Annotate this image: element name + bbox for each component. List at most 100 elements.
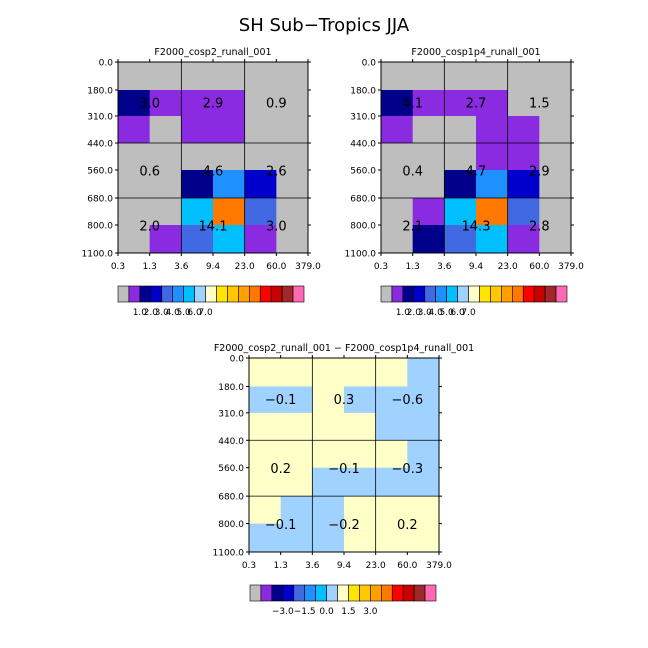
heatmap-cell bbox=[213, 225, 246, 254]
block-value-label: −0.6 bbox=[392, 393, 424, 408]
heatmap-cell bbox=[280, 467, 313, 497]
heatmap-cell bbox=[476, 62, 509, 91]
block-value-label: −0.2 bbox=[328, 518, 360, 533]
heatmap-cell bbox=[344, 358, 377, 387]
y-tick-label: 1100.0 bbox=[82, 250, 114, 260]
heatmap-cell bbox=[280, 358, 313, 387]
y-tick-label: 310.0 bbox=[87, 113, 113, 123]
block-value-label: 2.0 bbox=[139, 220, 160, 235]
heatmap-cell bbox=[249, 440, 282, 469]
heatmap-cell bbox=[249, 358, 282, 387]
heatmap-cell bbox=[344, 440, 377, 469]
x-tick-label: 9.4 bbox=[469, 262, 484, 272]
colorbar-swatch bbox=[522, 285, 535, 303]
x-tick-label: 0.3 bbox=[374, 262, 388, 272]
block-value-label: 14.1 bbox=[199, 220, 228, 235]
heatmap-cell bbox=[539, 198, 572, 226]
heatmap-cell bbox=[375, 467, 408, 497]
heatmap-cell bbox=[244, 143, 277, 171]
heatmap-cell bbox=[280, 386, 313, 414]
block-value-label: 0.3 bbox=[334, 393, 355, 408]
colorbar-swatch bbox=[348, 584, 360, 602]
colorbar-swatch bbox=[337, 584, 349, 602]
y-tick-label: 0.0 bbox=[362, 59, 377, 69]
heatmap-cell bbox=[344, 412, 377, 441]
block-value-label: 0.2 bbox=[397, 518, 418, 533]
colorbar-swatch bbox=[271, 584, 284, 602]
heatmap-cell bbox=[280, 523, 313, 553]
block-value-label: 2.1 bbox=[402, 220, 423, 235]
heatmap-cell bbox=[507, 62, 540, 91]
heatmap-cell bbox=[244, 170, 277, 199]
heatmap-cell bbox=[149, 225, 182, 254]
x-tick-label: 60.0 bbox=[397, 561, 417, 571]
block-value-label: 0.9 bbox=[266, 97, 287, 112]
y-tick-label: 310.0 bbox=[350, 113, 376, 123]
colorbar-swatch bbox=[402, 584, 415, 602]
heatmap-cell bbox=[507, 143, 540, 171]
colorbar-label: 7.0 bbox=[461, 308, 476, 318]
heatmap-cell bbox=[412, 116, 445, 144]
colorbar-swatch bbox=[424, 584, 437, 602]
heatmap-cell bbox=[118, 116, 151, 144]
heatmap-cell bbox=[312, 358, 345, 387]
block-value-label: 4.7 bbox=[466, 165, 487, 180]
colorbar-label: 4.0 bbox=[166, 308, 181, 318]
colorbar-swatch bbox=[380, 584, 393, 602]
colorbar-label: 1.0 bbox=[396, 308, 411, 318]
heatmap-cell bbox=[244, 225, 277, 254]
heatmap-cell bbox=[244, 90, 277, 117]
heatmap-cell bbox=[412, 62, 445, 91]
y-tick-label: 680.0 bbox=[218, 493, 244, 503]
heatmap-cell bbox=[118, 170, 151, 199]
heatmap-cell bbox=[476, 170, 509, 199]
heatmap-cell bbox=[213, 143, 246, 171]
heatmap-cell bbox=[375, 358, 408, 387]
colorbar-swatch bbox=[359, 584, 371, 602]
heatmap-cell bbox=[276, 143, 309, 171]
heatmap-cell bbox=[149, 198, 182, 226]
heatmap-cell bbox=[539, 90, 572, 117]
heatmap-cell bbox=[312, 386, 345, 414]
heatmap-cell bbox=[280, 412, 313, 441]
heatmap-cell bbox=[412, 198, 445, 226]
heatmap-cell bbox=[149, 170, 182, 199]
heatmap-cell bbox=[149, 143, 182, 171]
colorbar-swatch bbox=[150, 285, 163, 303]
heatmap-cell bbox=[344, 467, 377, 497]
x-tick-label: 0.3 bbox=[111, 262, 125, 272]
heatmap-cell bbox=[412, 143, 445, 171]
heatmap-cell bbox=[181, 116, 214, 144]
block-value-label: 3.0 bbox=[266, 220, 287, 235]
colorbar-label: 3.0 bbox=[418, 308, 433, 318]
heatmap-cell bbox=[539, 62, 572, 91]
heatmap-cell bbox=[412, 90, 445, 117]
heatmap-cell bbox=[375, 523, 408, 553]
heatmap-cell bbox=[276, 198, 309, 226]
heatmap-cell bbox=[244, 62, 277, 91]
block-value-label: 2.9 bbox=[203, 97, 224, 112]
colorbar-label: 5.0 bbox=[176, 308, 191, 318]
x-tick-label: 60.0 bbox=[266, 262, 286, 272]
heatmap-cell bbox=[181, 143, 214, 171]
colorbar-label: 1.0 bbox=[133, 308, 148, 318]
heatmap-cell bbox=[344, 386, 377, 414]
heatmap-cell bbox=[213, 62, 246, 91]
heatmap-cell bbox=[444, 225, 477, 254]
figure-title: SH Sub−Tropics JJA bbox=[239, 15, 410, 36]
colorbar-label: 6.0 bbox=[450, 308, 465, 318]
colorbar-label: 4.0 bbox=[429, 308, 444, 318]
colorbar-swatch bbox=[139, 285, 152, 303]
block-value-label: −0.1 bbox=[265, 393, 297, 408]
heatmap-cell bbox=[444, 198, 477, 226]
heatmap-cell bbox=[118, 90, 151, 117]
heatmap-cell bbox=[249, 496, 282, 525]
y-tick-label: 800.0 bbox=[87, 222, 113, 232]
heatmap-cell bbox=[244, 116, 277, 144]
heatmap-cell bbox=[407, 496, 440, 525]
heatmap-cell bbox=[276, 225, 309, 254]
colorbar-swatch bbox=[315, 584, 327, 602]
heatmap-cell bbox=[444, 143, 477, 171]
block-value-label: 0.6 bbox=[139, 165, 160, 180]
heatmap-cell bbox=[444, 62, 477, 91]
